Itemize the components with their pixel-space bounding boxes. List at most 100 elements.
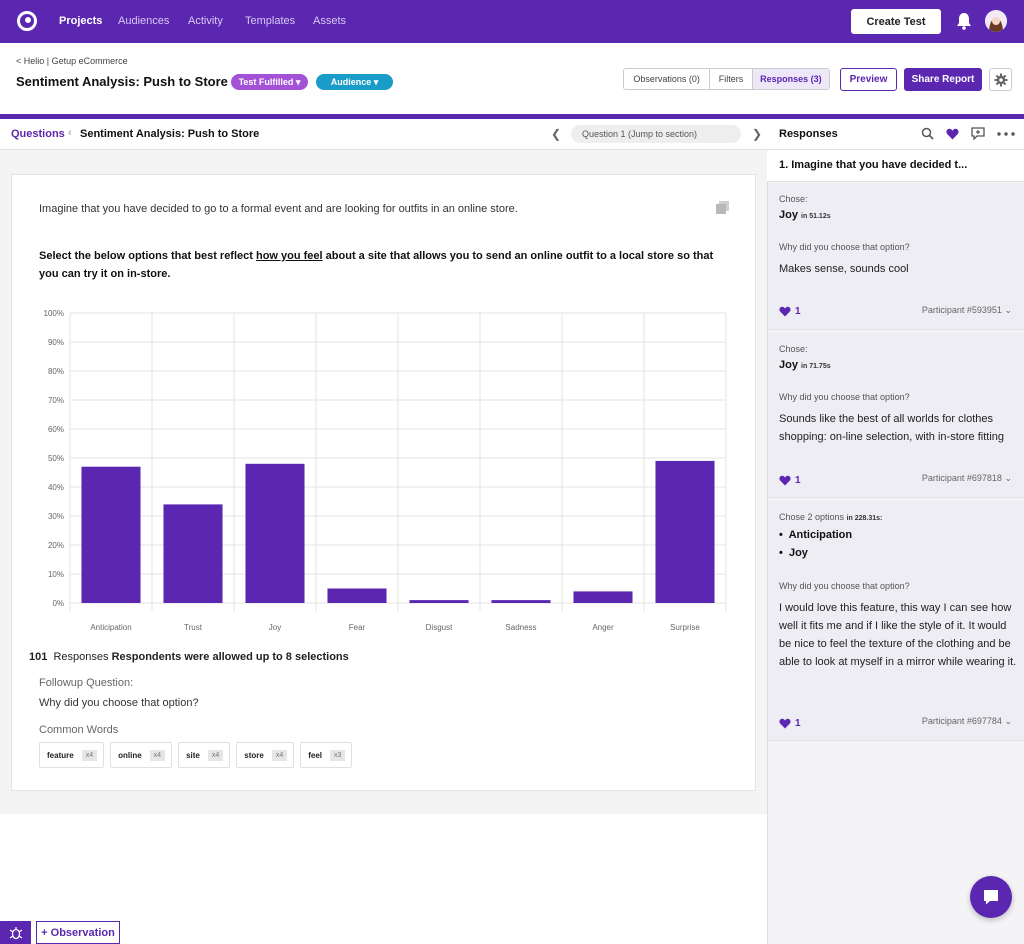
participant-id: Participant #697818 [921, 473, 1002, 483]
more-options-icon[interactable] [997, 131, 1015, 136]
choice-value: Joy in 71.75s [779, 359, 831, 371]
y-tick-label: 100% [44, 309, 64, 318]
copy-icon[interactable] [716, 201, 729, 214]
bell-icon[interactable] [956, 12, 972, 30]
comment-add-icon[interactable] [971, 127, 985, 140]
choice-value: Joy in 51.12s [779, 209, 831, 221]
heart-icon [779, 475, 791, 486]
x-tick-label: Sadness [505, 623, 536, 632]
response-card: Chose: Joy in 71.75s Why did you choose … [768, 333, 1024, 498]
word-chip[interactable]: feel x3 [300, 742, 353, 768]
why-label: Why did you choose that option? [779, 242, 910, 252]
chevron-right-icon[interactable]: ❯ [752, 127, 763, 141]
nav-audiences[interactable]: Audiences [118, 15, 170, 27]
why-label: Why did you choose that option? [779, 581, 910, 591]
heart-icon[interactable] [946, 128, 959, 140]
word-chip[interactable]: site x4 [178, 742, 231, 768]
settings-button[interactable] [989, 68, 1012, 91]
chevron-down-icon: ⌄ [1004, 473, 1012, 483]
responses-count: 101 [29, 651, 48, 663]
question-text: Select the below options that best refle… [39, 247, 719, 283]
choice-list: • Anticipation • Joy [779, 526, 852, 562]
choice-name: Joy [779, 359, 798, 371]
word-chip[interactable]: store x4 [236, 742, 295, 768]
responses-note: Respondents were allowed up to 8 selecti… [111, 651, 349, 663]
nav-templates[interactable]: Templates [245, 15, 296, 27]
choice-name: Joy [788, 547, 808, 559]
breadcrumb-separator: ‹ [68, 127, 72, 139]
status-badge[interactable]: Test Fulfilled ▾ [231, 74, 308, 90]
nav-projects[interactable]: Projects [59, 15, 103, 27]
word-chip[interactable]: online x4 [110, 742, 173, 768]
bar-trust[interactable] [163, 504, 223, 603]
add-observation-button[interactable]: + Observation [36, 921, 120, 944]
header-divider [0, 114, 1024, 119]
x-tick-label: Disgust [426, 623, 453, 632]
like-button[interactable]: 1 [779, 306, 801, 317]
responses-question-title[interactable]: 1. Imagine that you have decided t... [767, 150, 1024, 182]
question-text-start: Select the below options that best refle… [39, 250, 256, 262]
bar-joy[interactable] [245, 463, 305, 603]
word-chip-word: feature [47, 750, 74, 760]
helio-logo-icon[interactable] [16, 10, 38, 32]
x-tick-label: Surprise [670, 623, 700, 632]
participant-toggle[interactable]: Participant #697818 ⌄ [922, 473, 1012, 484]
audience-dropdown[interactable]: Audience ▾ [316, 74, 393, 90]
common-words-list: feature x4 online x4 site x4 store x4 feel x3 [39, 742, 353, 768]
y-tick-label: 60% [48, 425, 64, 434]
response-answer: Makes sense, sounds cool [779, 263, 909, 275]
like-count: 1 [795, 306, 801, 317]
word-chip-word: store [244, 750, 264, 760]
question-intro: Imagine that you have decided to go to a… [39, 203, 518, 215]
chose-label: Chose: [779, 194, 808, 204]
x-tick-label: Joy [269, 623, 281, 632]
chat-icon [984, 890, 998, 905]
followup-label: Followup Question: [39, 677, 134, 689]
x-tick-label: Anger [592, 623, 614, 632]
like-button[interactable]: 1 [779, 718, 801, 729]
participant-toggle[interactable]: Participant #697784 ⌄ [922, 716, 1012, 727]
question-text-emphasis: how you feel [255, 250, 323, 262]
share-report-button[interactable]: Share Report [904, 68, 982, 91]
tab-responses[interactable]: Responses (3) [752, 69, 829, 89]
breadcrumb[interactable]: < Helio | Getup eCommerce [16, 56, 128, 66]
chevron-left-icon[interactable]: ❮ [551, 127, 562, 141]
y-tick-label: 30% [48, 512, 64, 521]
like-button[interactable]: 1 [779, 475, 801, 486]
bug-icon [9, 926, 22, 939]
list-item: • Anticipation [779, 529, 853, 541]
question-navigation-bar: Questions ‹ Sentiment Analysis: Push to … [0, 119, 767, 150]
bar-sadness[interactable] [491, 600, 551, 603]
nav-assets[interactable]: Assets [313, 15, 347, 27]
responses-panel-header: Responses [767, 119, 1024, 150]
word-chip[interactable]: feature x4 [39, 742, 105, 768]
questions-link[interactable]: Questions [11, 128, 65, 140]
participant-toggle[interactable]: Participant #593951 ⌄ [922, 305, 1012, 316]
y-tick-label: 50% [48, 454, 64, 463]
chat-launcher-button[interactable] [970, 876, 1012, 918]
gear-icon [994, 73, 1007, 86]
tab-observations[interactable]: Observations (0) [624, 69, 711, 89]
nav-activity[interactable]: Activity [188, 15, 223, 27]
jump-to-section-select[interactable]: Question 1 (Jump to section) [571, 125, 741, 143]
bar-disgust[interactable] [409, 600, 469, 603]
bar-anticipation[interactable] [81, 466, 141, 603]
list-item: • Joy [779, 547, 808, 559]
chose-count: Chose 2 options [779, 512, 845, 522]
avatar[interactable] [985, 10, 1007, 32]
create-test-button[interactable]: Create Test [851, 9, 941, 34]
heart-icon [779, 718, 791, 729]
y-tick-label: 10% [48, 570, 64, 579]
bar-fear[interactable] [327, 588, 387, 604]
bar-anger[interactable] [573, 591, 633, 603]
preview-button[interactable]: Preview [840, 68, 897, 91]
word-chip-count: x4 [207, 749, 224, 761]
search-icon[interactable] [921, 127, 934, 140]
bottom-toolbar-button[interactable] [0, 921, 31, 944]
x-tick-label: Anticipation [90, 623, 131, 632]
like-count: 1 [795, 718, 801, 729]
x-tick-label: Trust [184, 623, 203, 632]
tab-filters[interactable]: Filters [710, 69, 753, 89]
bar-surprise[interactable] [655, 460, 715, 603]
response-time: in 51.12s [801, 213, 831, 220]
